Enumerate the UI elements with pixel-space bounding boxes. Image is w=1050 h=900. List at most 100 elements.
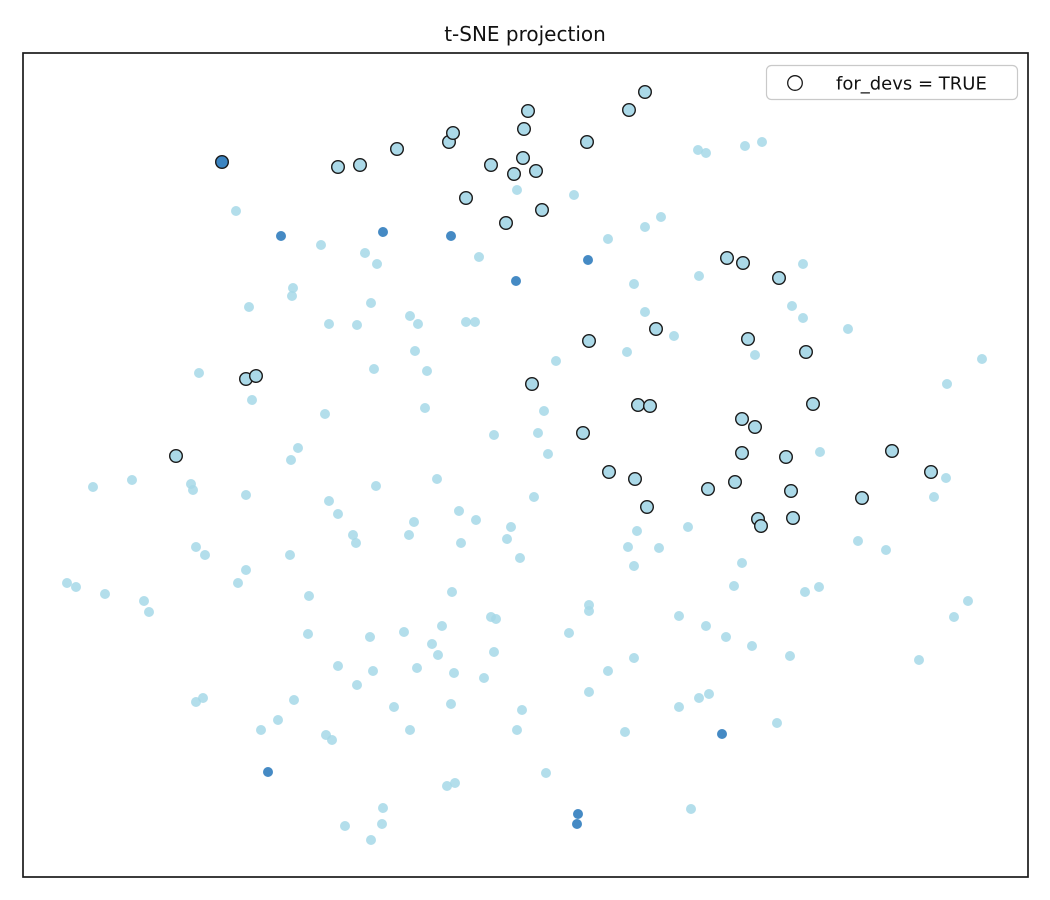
scatter-point bbox=[643, 399, 658, 414]
scatter-point bbox=[603, 234, 613, 244]
scatter-point bbox=[200, 550, 210, 560]
scatter-point bbox=[584, 687, 594, 697]
scatter-point bbox=[304, 591, 314, 601]
scatter-point bbox=[191, 542, 201, 552]
scatter-point bbox=[489, 430, 499, 440]
scatter-point bbox=[640, 222, 650, 232]
scatter-point bbox=[729, 581, 739, 591]
scatter-point bbox=[784, 484, 799, 499]
scatter-point bbox=[855, 491, 870, 506]
scatter-point bbox=[750, 350, 760, 360]
scatter-point bbox=[324, 496, 334, 506]
scatter-point bbox=[331, 159, 346, 174]
scatter-point bbox=[320, 409, 330, 419]
scatter-point bbox=[629, 279, 639, 289]
scatter-point bbox=[701, 621, 711, 631]
scatter-point bbox=[757, 137, 767, 147]
scatter-point bbox=[772, 718, 782, 728]
scatter-point bbox=[512, 185, 522, 195]
scatter-point bbox=[449, 668, 459, 678]
scatter-point bbox=[285, 550, 295, 560]
scatter-point bbox=[287, 291, 297, 301]
scatter-point bbox=[470, 317, 480, 327]
legend: for_devs = TRUE bbox=[765, 64, 1019, 101]
scatter-point bbox=[686, 804, 696, 814]
scatter-point bbox=[474, 252, 484, 262]
scatter-point bbox=[405, 725, 415, 735]
scatter-point bbox=[694, 693, 704, 703]
scatter-point bbox=[188, 485, 198, 495]
scatter-point bbox=[289, 695, 299, 705]
scatter-point bbox=[572, 819, 582, 829]
scatter-point bbox=[327, 735, 337, 745]
scatter-point bbox=[366, 298, 376, 308]
scatter-point bbox=[674, 702, 684, 712]
scatter-point bbox=[371, 481, 381, 491]
scatter-point bbox=[512, 725, 522, 735]
scatter-point bbox=[456, 538, 466, 548]
scatter-point bbox=[798, 259, 808, 269]
scatter-point bbox=[454, 506, 464, 516]
scatter-point bbox=[459, 190, 474, 205]
scatter-point bbox=[814, 582, 824, 592]
scatter-point bbox=[785, 651, 795, 661]
scatter-point bbox=[573, 809, 583, 819]
scatter-point bbox=[461, 317, 471, 327]
scatter-point bbox=[620, 727, 630, 737]
scatter-point bbox=[293, 443, 303, 453]
scatter-point bbox=[656, 212, 666, 222]
scatter-point bbox=[144, 607, 154, 617]
scatter-point bbox=[914, 655, 924, 665]
scatter-point bbox=[735, 446, 750, 461]
scatter-point bbox=[800, 587, 810, 597]
scatter-point bbox=[748, 420, 763, 435]
scatter-point bbox=[507, 166, 522, 181]
scatter-point bbox=[721, 632, 731, 642]
scatter-point bbox=[517, 705, 527, 715]
scatter-point bbox=[736, 256, 751, 271]
scatter-point bbox=[479, 673, 489, 683]
scatter-point bbox=[506, 522, 516, 532]
scatter-point bbox=[674, 611, 684, 621]
scatter-point bbox=[535, 202, 550, 217]
plot-frame bbox=[22, 52, 1029, 878]
scatter-point bbox=[622, 347, 632, 357]
scatter-point bbox=[420, 403, 430, 413]
scatter-point bbox=[437, 621, 447, 631]
scatter-point bbox=[446, 699, 456, 709]
legend-open-circle-icon bbox=[787, 75, 803, 91]
scatter-point bbox=[602, 465, 617, 480]
scatter-point bbox=[194, 368, 204, 378]
scatter-point bbox=[241, 565, 251, 575]
scatter-point bbox=[622, 102, 637, 117]
scatter-point bbox=[603, 666, 613, 676]
scatter-point bbox=[737, 558, 747, 568]
scatter-point bbox=[772, 271, 787, 286]
scatter-point bbox=[885, 444, 900, 459]
scatter-point bbox=[881, 545, 891, 555]
scatter-point bbox=[198, 693, 208, 703]
scatter-point bbox=[564, 628, 574, 638]
scatter-point bbox=[629, 561, 639, 571]
scatter-point bbox=[640, 500, 655, 515]
scatter-point bbox=[433, 650, 443, 660]
scatter-point bbox=[231, 206, 241, 216]
scatter-point bbox=[377, 819, 387, 829]
scatter-point bbox=[352, 320, 362, 330]
scatter-point bbox=[432, 474, 442, 484]
scatter-point bbox=[410, 346, 420, 356]
scatter-point bbox=[521, 103, 536, 118]
scatter-point bbox=[241, 490, 251, 500]
scatter-point bbox=[409, 517, 419, 527]
scatter-point bbox=[539, 406, 549, 416]
scatter-point bbox=[693, 145, 703, 155]
scatter-point bbox=[256, 725, 266, 735]
scatter-point bbox=[442, 781, 452, 791]
scatter-point bbox=[276, 231, 286, 241]
scatter-point bbox=[168, 449, 183, 464]
scatter-point bbox=[728, 475, 743, 490]
scatter-point bbox=[740, 141, 750, 151]
scatter-point bbox=[303, 629, 313, 639]
scatter-point bbox=[511, 276, 521, 286]
